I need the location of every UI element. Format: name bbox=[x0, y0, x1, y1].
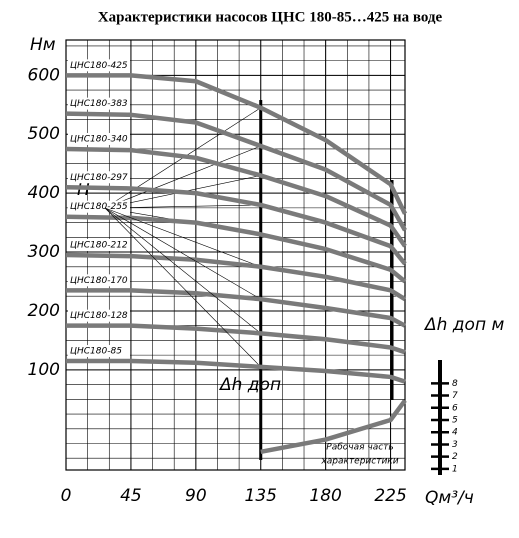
fan-line bbox=[104, 207, 261, 268]
label-bg bbox=[68, 309, 130, 322]
series-label: ЦНС180-425 bbox=[70, 61, 128, 71]
series-line bbox=[65, 185, 407, 266]
y2-tick-label: 6 bbox=[452, 403, 458, 413]
series-label: ЦНС180-170 bbox=[70, 276, 128, 286]
series-line bbox=[65, 111, 407, 232]
y-tick-label: 500 bbox=[28, 124, 60, 144]
series-label: ЦНС180-383 bbox=[70, 99, 128, 109]
series-line bbox=[66, 288, 407, 328]
y2-tick-label: 7 bbox=[452, 391, 458, 401]
y-tick-label: 200 bbox=[28, 301, 60, 321]
label-bg bbox=[68, 239, 130, 251]
series-line bbox=[66, 323, 406, 355]
series-line bbox=[65, 146, 407, 248]
fan-line bbox=[104, 207, 261, 334]
y2-tick-label: 4 bbox=[452, 428, 458, 438]
x-axis-label: Qм³/ч bbox=[425, 488, 474, 508]
y2-tick-label: 2 bbox=[452, 452, 458, 462]
fan-line bbox=[104, 204, 261, 209]
y2-tick-label: 3 bbox=[452, 440, 458, 450]
series-line bbox=[65, 252, 407, 302]
y-tick-label: 600 bbox=[28, 65, 60, 85]
annotation: Рабочая часть bbox=[326, 443, 393, 453]
y-tick-label: 300 bbox=[28, 242, 60, 262]
series-label: ЦНС180-340 bbox=[70, 134, 128, 144]
label-bg bbox=[68, 200, 130, 213]
series-label: ЦНС180-297 bbox=[70, 173, 128, 183]
series-label: ЦНС180-255 bbox=[70, 202, 128, 212]
label-bg bbox=[68, 132, 130, 145]
y-axis-label: Нм bbox=[30, 35, 56, 55]
head-label: H bbox=[77, 180, 90, 200]
series-line bbox=[260, 399, 407, 454]
series-label: ЦНС180-212 bbox=[70, 241, 128, 251]
chart-title: Характеристики насосов ЦНС 180-85…425 на… bbox=[98, 9, 443, 25]
label-bg bbox=[68, 97, 130, 110]
fan-line bbox=[104, 145, 261, 209]
label-bg bbox=[68, 171, 130, 184]
series-label: ЦНС180-85 bbox=[70, 347, 122, 357]
series-line bbox=[66, 73, 408, 215]
label-bg bbox=[68, 59, 130, 72]
annotation: характеристики bbox=[320, 457, 398, 467]
series-label: ЦНС180-128 bbox=[70, 311, 128, 321]
label-bg bbox=[68, 274, 130, 287]
series-line bbox=[66, 358, 406, 384]
x-tick-label: 135 bbox=[245, 486, 277, 506]
y-tick-label: 100 bbox=[28, 360, 60, 380]
label-bg bbox=[68, 345, 130, 358]
x-tick-label: 90 bbox=[185, 486, 207, 506]
x-tick-label: 180 bbox=[309, 486, 341, 506]
y-tick-label: 400 bbox=[28, 183, 60, 203]
x-tick-label: 45 bbox=[120, 486, 142, 506]
x-tick-label: 0 bbox=[61, 486, 72, 506]
fan-line bbox=[104, 207, 261, 368]
y2-tick-label: 5 bbox=[452, 416, 458, 426]
fan-line bbox=[104, 207, 261, 300]
series-label: Δh доп bbox=[218, 375, 281, 395]
y2-tick-label: 1 bbox=[452, 464, 458, 474]
y2-axis-label: Δh доп м bbox=[423, 315, 504, 335]
y2-tick-label: 8 bbox=[452, 379, 458, 389]
x-tick-label: 225 bbox=[374, 486, 406, 506]
